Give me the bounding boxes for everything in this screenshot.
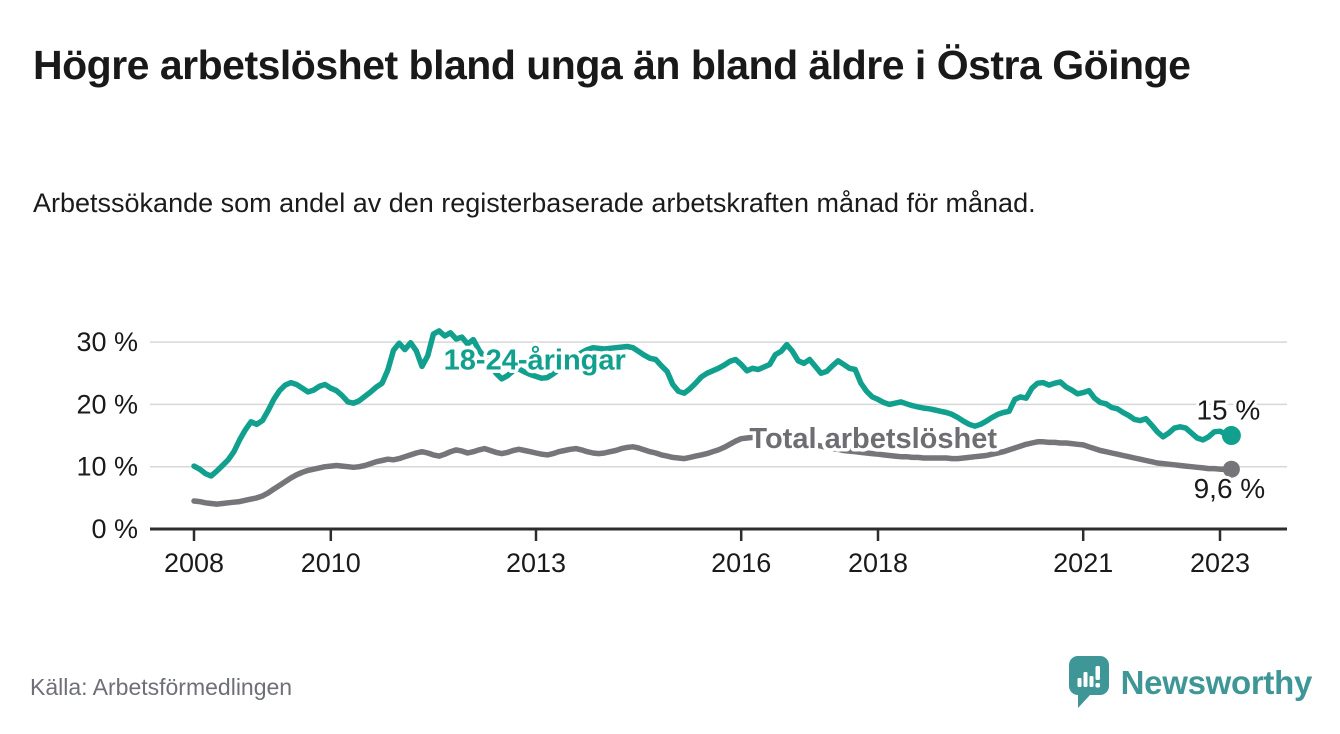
x-axis-label-2013: 2013 <box>506 548 566 578</box>
x-axis-label-2016: 2016 <box>711 548 771 578</box>
newsworthy-logo: Newsworthy <box>1068 654 1313 712</box>
end-dot-youth <box>1221 426 1241 446</box>
x-axis-label-2021: 2021 <box>1053 548 1113 578</box>
series-line-youth <box>191 328 1235 479</box>
chart-subtitle: Arbetssökande som andel av den registerb… <box>33 188 1036 218</box>
x-axis-label-2010: 2010 <box>301 548 361 578</box>
end-dot-total <box>1222 460 1240 478</box>
end-value-label-youth: 15 % <box>1196 395 1260 426</box>
series-label-total: Total arbetslöshet <box>749 423 997 455</box>
x-axis-label-2023: 2023 <box>1190 548 1250 578</box>
y-axis-label-0: 0 % <box>91 514 138 544</box>
newsworthy-logo-icon <box>1068 656 1109 708</box>
y-axis-label-10: 10 % <box>76 452 138 482</box>
newsworthy-logo-text: Newsworthy <box>1120 664 1313 701</box>
x-axis-label-2008: 2008 <box>164 548 224 578</box>
page-title: Högre arbetslöshet bland unga än bland ä… <box>33 42 1191 88</box>
source-note: Källa: Arbetsförmedlingen <box>30 674 293 700</box>
y-axis-label-20: 20 % <box>76 389 138 419</box>
y-axis-label-30: 30 % <box>76 327 138 357</box>
x-axis-label-2018: 2018 <box>848 548 908 578</box>
series-label-youth: 18-24-åringar <box>444 345 626 377</box>
series-line-total <box>191 434 1235 507</box>
end-value-label-total: 9,6 % <box>1194 473 1266 504</box>
